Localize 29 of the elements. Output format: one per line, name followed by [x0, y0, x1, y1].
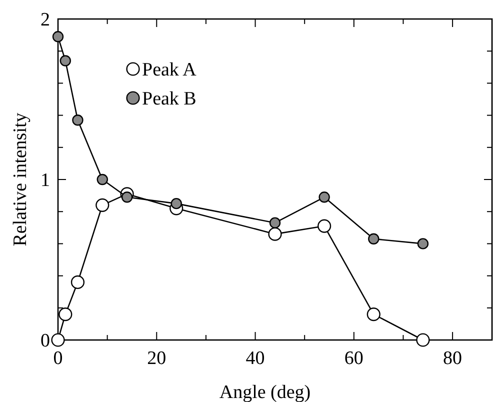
point — [416, 333, 430, 347]
point — [368, 233, 380, 244]
point — [170, 198, 182, 210]
legend-label: Peak A — [142, 60, 197, 81]
y-tick-label: 2 — [40, 10, 50, 31]
x-tick-label: 80 — [443, 348, 462, 369]
legend-label: Peak B — [142, 88, 196, 110]
point — [60, 55, 71, 66]
point — [70, 275, 85, 290]
x-tick-label: 40 — [246, 348, 265, 369]
point — [269, 217, 281, 228]
point — [96, 174, 108, 186]
x-axis-title: Angle (deg) — [219, 382, 311, 402]
y-axis-title: Relative intensity — [10, 112, 31, 246]
point — [366, 308, 380, 322]
point — [318, 219, 332, 233]
point — [58, 308, 72, 322]
point — [96, 198, 110, 212]
y-tick-label: 0 — [40, 330, 50, 352]
point — [121, 192, 133, 203]
point — [72, 114, 84, 126]
point — [52, 31, 64, 42]
point — [268, 227, 282, 241]
point — [318, 192, 330, 203]
x-tick-label: 60 — [344, 348, 364, 369]
y-tick-label: 1 — [40, 170, 50, 192]
point — [417, 238, 429, 250]
x-tick-label: 20 — [147, 348, 166, 369]
point — [51, 333, 65, 347]
